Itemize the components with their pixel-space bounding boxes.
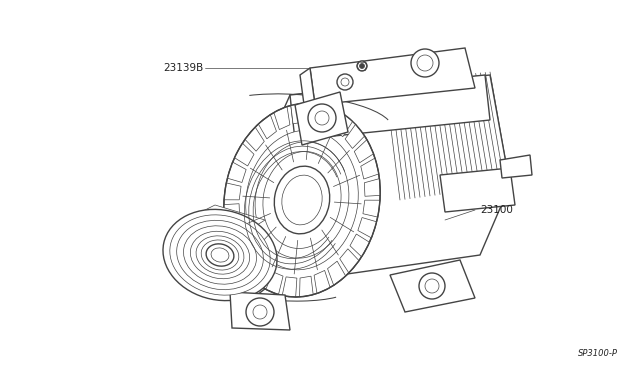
Polygon shape [282,277,297,297]
Polygon shape [250,75,510,285]
Polygon shape [300,276,313,297]
Text: 23100: 23100 [480,205,513,215]
Circle shape [425,279,439,293]
Polygon shape [259,115,276,139]
Polygon shape [364,179,380,196]
Polygon shape [310,48,475,105]
Polygon shape [295,92,348,145]
Circle shape [308,104,336,132]
Polygon shape [234,143,254,166]
Polygon shape [307,103,322,123]
Polygon shape [224,183,241,200]
Polygon shape [345,124,365,148]
Text: 23139B: 23139B [163,63,204,73]
Ellipse shape [196,236,244,274]
Polygon shape [245,127,264,151]
Polygon shape [225,221,243,242]
Polygon shape [390,260,475,312]
Circle shape [419,273,445,299]
Polygon shape [314,270,330,294]
Polygon shape [239,251,259,276]
Circle shape [411,49,439,77]
Ellipse shape [211,248,229,262]
Polygon shape [175,205,265,245]
Polygon shape [252,263,270,287]
Polygon shape [230,237,250,260]
Polygon shape [361,158,379,179]
Text: SP3100-P: SP3100-P [578,349,618,358]
Polygon shape [291,103,305,124]
Polygon shape [224,204,239,221]
Polygon shape [274,107,290,129]
Ellipse shape [170,215,270,295]
Ellipse shape [246,130,358,270]
Polygon shape [500,155,532,178]
Polygon shape [227,162,246,182]
Polygon shape [363,200,380,217]
Circle shape [246,298,274,326]
Circle shape [360,64,365,68]
Ellipse shape [184,226,257,284]
Circle shape [337,74,353,90]
Ellipse shape [255,142,349,258]
Ellipse shape [282,175,322,225]
Circle shape [253,305,267,319]
Ellipse shape [224,103,380,297]
Ellipse shape [163,209,277,301]
Circle shape [341,78,349,86]
Polygon shape [358,218,376,238]
Ellipse shape [201,240,239,270]
Polygon shape [321,106,338,128]
Polygon shape [355,140,374,163]
Polygon shape [266,272,283,295]
Polygon shape [350,234,369,257]
Polygon shape [334,113,353,137]
Ellipse shape [206,244,234,266]
Polygon shape [290,75,490,140]
Polygon shape [230,292,290,330]
Ellipse shape [275,166,330,234]
Ellipse shape [263,151,341,248]
Ellipse shape [190,231,250,279]
Circle shape [417,55,433,71]
Polygon shape [328,261,346,285]
Circle shape [357,61,367,71]
Polygon shape [340,249,359,273]
Polygon shape [440,168,515,212]
Circle shape [315,111,329,125]
Polygon shape [300,68,315,112]
Ellipse shape [177,220,263,290]
